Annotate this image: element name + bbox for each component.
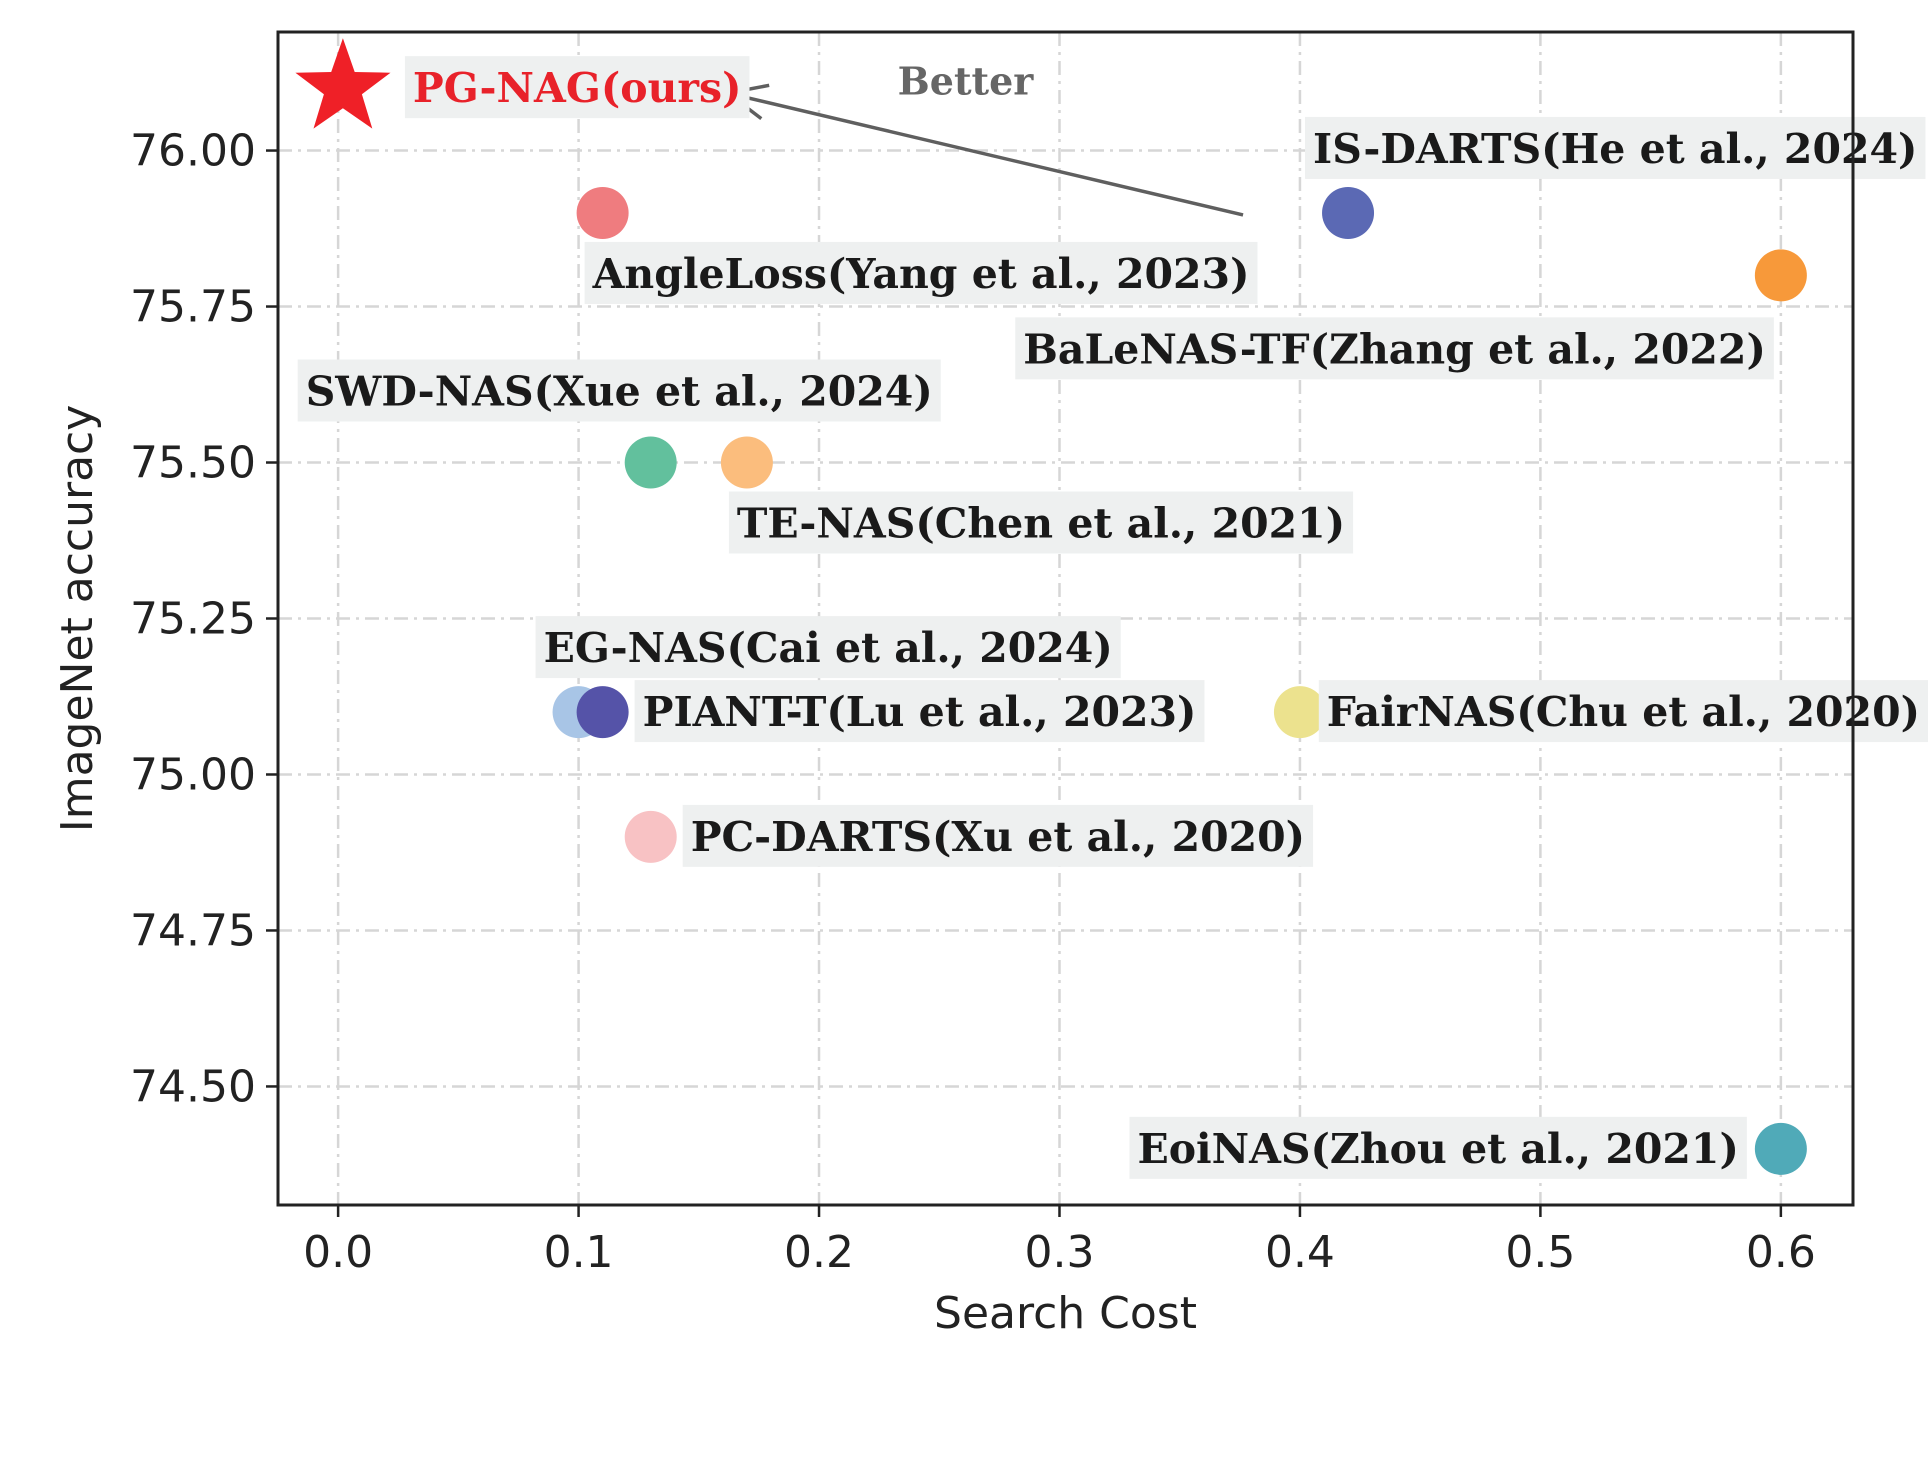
y-tick-label: 74.50 — [130, 1061, 256, 1112]
better-arrow — [727, 91, 1244, 217]
point-balenas-tf-zhang-et-al-2022 — [1754, 249, 1807, 302]
point-angleloss-yang-et-al-2023 — [576, 186, 629, 239]
label-box — [728, 491, 1354, 554]
label-eg-nas-cai-et-al-2024: EG-NAS(Cai et al., 2024) — [544, 624, 1113, 672]
label-box — [535, 616, 1121, 679]
point-pc-darts-xu-et-al-2020 — [624, 810, 677, 863]
x-tick-label: 0.5 — [1505, 1227, 1575, 1278]
label-box — [634, 680, 1205, 743]
label-balenas-tf-zhang-et-al-2022: BaLeNAS-TF(Zhang et al., 2022) — [1023, 325, 1766, 373]
point-pg-nag-ours — [295, 38, 391, 129]
axes: 0.0 0.1 0.2 0.3 0.4 0.5 0.6 74.50 74.75 75.00 75.2… — [130, 30, 1855, 1278]
point-te-nas-chen-et-al-2021 — [720, 436, 773, 489]
label-pg-nag-ours: PG-NAG(ours) — [413, 64, 742, 112]
label-fairnas-chu-et-al-2020: FairNAS(Chu et al., 2020) — [1327, 688, 1920, 736]
label-eoinas-zhou-et-al-2021: EoiNAS(Zhou et al., 2021) — [1137, 1125, 1738, 1173]
point-labels: PG-NAG(ours) AngleLoss(Yang et al., 2023)… — [297, 56, 1928, 1179]
point-eoinas-zhou-et-al-2021 — [1754, 1122, 1807, 1175]
y-tick-label: 76.00 — [130, 126, 256, 177]
x-tick-label: 0.2 — [784, 1227, 854, 1278]
label-box — [1318, 680, 1928, 743]
label-box — [1305, 116, 1926, 179]
label-box — [404, 56, 750, 119]
y-tick-label: 75.75 — [130, 282, 256, 333]
label-te-nas-chen-et-al-2021: TE-NAS(Chen et al., 2021) — [737, 500, 1345, 548]
label-swd-nas-xue-et-al-2024: SWD-NAS(Xue et al., 2024) — [306, 368, 933, 416]
label-box — [682, 804, 1314, 867]
x-tick-label: 0.4 — [1265, 1227, 1335, 1278]
y-tick-label: 75.25 — [130, 594, 256, 645]
x-tick-label: 0.1 — [544, 1227, 614, 1278]
label-box — [297, 359, 941, 422]
data-points — [295, 38, 1807, 1175]
better-arrow-group: Better — [723, 58, 1244, 217]
point-is-darts-he-et-al-2024 — [1322, 186, 1375, 239]
y-tick-label: 75.50 — [130, 438, 256, 489]
label-box — [1129, 1116, 1747, 1179]
label-pc-darts-xu-et-al-2020: PC-DARTS(Xu et al., 2020) — [691, 813, 1305, 861]
x-tick-label: 0.0 — [303, 1227, 373, 1278]
point-swd-nas-xue-et-al-2024 — [624, 436, 677, 489]
x-tick-label: 0.6 — [1746, 1227, 1816, 1278]
label-piant-t-lu-et-al-2023: PIANT-T(Lu et al., 2023) — [643, 688, 1197, 736]
point-fairnas-chu-et-al-2020 — [1273, 686, 1326, 739]
plot-frame — [276, 30, 1855, 1207]
y-axis-title: ImageNet accuracy — [52, 405, 103, 833]
better-annotation: Better — [898, 58, 1035, 103]
label-is-darts-he-et-al-2024: IS-DARTS(He et al., 2024) — [1313, 125, 1917, 173]
label-angleloss-yang-et-al-2023: AngleLoss(Yang et al., 2023) — [592, 250, 1250, 298]
y-tick-label: 74.75 — [130, 905, 256, 956]
x-axis-title: Search Cost — [934, 1288, 1197, 1339]
label-box — [584, 241, 1258, 304]
x-tick-label: 0.3 — [1024, 1227, 1094, 1278]
point-piant-t-lu-et-al-2023 — [576, 686, 629, 739]
y-tick-label: 75.00 — [130, 749, 256, 800]
label-box — [1015, 317, 1774, 380]
